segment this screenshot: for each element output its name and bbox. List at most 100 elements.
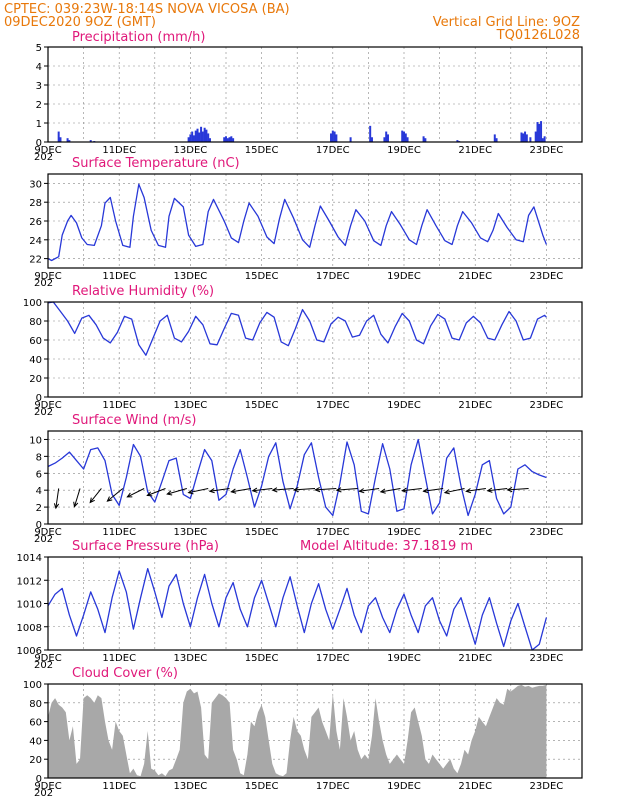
wind-y-tick-label: 4 <box>36 486 42 497</box>
pres-panel: 9DEC 11DEC 13DEC 15DEC 17DEC 19DEC 21DEC 23DEC 2… <box>17 553 583 671</box>
wind-title: Surface Wind (m/s) <box>72 413 196 428</box>
precip-bar <box>386 134 389 142</box>
pres-x-tick-label: 19DEC <box>387 653 421 664</box>
rh-x-tick-label: 17DEC <box>316 400 350 411</box>
precip-x-year-label: 202 <box>34 152 53 163</box>
cloud-x-tick-label: 23DEC <box>530 781 564 792</box>
precip-bar <box>189 134 192 142</box>
precip-bar <box>232 138 235 142</box>
wind-vector-arrow <box>335 487 358 493</box>
rh-y-tick-label: 0 <box>36 393 42 404</box>
precip-bar <box>89 140 92 142</box>
temp-plot-frame <box>47 173 583 269</box>
temp-y-tick-label: 26 <box>29 217 42 228</box>
pres-plot-frame <box>47 556 583 651</box>
wind-plot-frame <box>47 430 583 525</box>
header-station: CPTEC: 039:23W-18:14S NOVA VICOSA (BA) <box>4 2 290 17</box>
wind-x-tick-label: 11DEC <box>102 527 136 538</box>
wind-vector-arrow <box>271 487 294 493</box>
precip-bar <box>57 131 60 142</box>
precip-bar <box>406 137 409 142</box>
wind-vector-arrow <box>506 486 529 493</box>
rh-y-tick-label: 60 <box>29 336 42 347</box>
precip-bar <box>422 136 425 142</box>
cloud-x-tick-label: 13DEC <box>174 781 208 792</box>
precip-bar <box>192 135 195 142</box>
pres-x-year-label: 202 <box>34 660 53 671</box>
precip-bar <box>205 129 208 142</box>
rh-y-tick-label: 20 <box>29 374 42 385</box>
precip-bar <box>538 123 541 142</box>
precip-bar <box>203 127 206 142</box>
precip-bar <box>223 137 226 142</box>
pres-y-tick-label: 1010 <box>17 600 42 611</box>
temp-panel: 9DEC 11DEC 13DEC 15DEC 17DEC 19DEC 21DEC 23DEC 2… <box>29 173 583 289</box>
precip-bar <box>536 122 539 142</box>
temp-x-tick-label: 17DEC <box>316 271 350 282</box>
precip-bar <box>520 132 523 142</box>
wind-vector-arrow <box>126 488 145 498</box>
temp-title: Surface Temperature (nC) <box>72 156 240 171</box>
header-model-id: TQ0126L028 <box>496 28 580 43</box>
precip-x-tick-label: 17DEC <box>316 145 350 156</box>
wind-vector-arrow <box>89 488 102 504</box>
rh-plot-frame <box>47 301 583 398</box>
wind-x-tick-label: 15DEC <box>245 527 279 538</box>
cloud-x-year-label: 202 <box>34 788 53 799</box>
precip-bar <box>543 136 546 142</box>
rh-panel: 9DEC 11DEC 13DEC 15DEC 17DEC 19DEC 21DEC 23DEC 2… <box>23 298 583 418</box>
precip-bar <box>198 132 201 142</box>
temp-y-tick-label: 28 <box>29 198 42 209</box>
wind-x-tick-label: 13DEC <box>174 527 208 538</box>
precip-bar <box>370 137 373 142</box>
precip-bar <box>68 140 71 142</box>
rh-x-tick-label: 21DEC <box>458 400 492 411</box>
precip-bar <box>456 140 459 142</box>
precip-bar <box>534 131 537 142</box>
cloud-plot-frame <box>47 683 583 779</box>
cloud-cover-area <box>48 684 547 778</box>
pres-x-tick-label: 17DEC <box>316 653 350 664</box>
wind-vector-arrow <box>230 487 252 494</box>
wind-vector-arrow <box>73 488 81 508</box>
wind-x-year-label: 202 <box>34 534 53 545</box>
header-grid-line: Vertical Grid Line: 9OZ <box>433 15 580 30</box>
precip-bar <box>208 138 211 142</box>
precip-x-tick-label: 9DEC <box>34 145 61 156</box>
wind-panel: 9DEC 11DEC 13DEC 15DEC 17DEC 19DEC 21DEC 23DEC 2… <box>29 430 583 545</box>
wind-vector-arrow <box>53 488 60 510</box>
wind-vector-arrow <box>443 488 465 495</box>
precip-bar <box>59 137 62 142</box>
temp-x-tick-label: 9DEC <box>34 271 61 282</box>
rh-x-tick-label: 11DEC <box>102 400 136 411</box>
precip-bar <box>331 130 334 142</box>
rh-y-tick-label: 40 <box>29 355 42 366</box>
precip-bar <box>201 131 204 142</box>
temp-x-tick-label: 23DEC <box>530 271 564 282</box>
pres-y-tick-label: 1008 <box>17 623 42 634</box>
cloud-x-tick-label: 17DEC <box>316 781 350 792</box>
rh-x-tick-label: 23DEC <box>530 400 564 411</box>
temp-y-tick-label: 30 <box>29 179 42 190</box>
wind-series-line <box>47 438 547 517</box>
precip-title: Precipitation (mm/h) <box>72 30 205 45</box>
precip-bar <box>225 136 227 142</box>
wind-vector-arrow <box>379 487 401 494</box>
cloud-x-tick-label: 11DEC <box>102 781 136 792</box>
cloud-y-tick-label: 20 <box>29 755 42 766</box>
wind-vector-arrow <box>187 488 209 495</box>
wind-x-tick-label: 21DEC <box>458 527 492 538</box>
precip-bar <box>424 138 427 142</box>
temp-x-tick-label: 19DEC <box>387 271 421 282</box>
temp-x-year-label: 202 <box>34 278 53 289</box>
wind-vector-arrow <box>358 487 380 494</box>
precip-bar <box>404 133 407 142</box>
precip-bar <box>191 131 194 142</box>
precip-bar <box>207 133 210 142</box>
header-date: 09DEC2020 9OZ (GMT) <box>4 15 156 30</box>
pres-x-tick-label: 15DEC <box>245 653 279 664</box>
precip-bar <box>187 137 190 142</box>
wind-vector-arrow <box>106 488 124 502</box>
rh-x-tick-label: 9DEC <box>34 400 61 411</box>
wind-y-tick-label: 6 <box>36 469 42 480</box>
